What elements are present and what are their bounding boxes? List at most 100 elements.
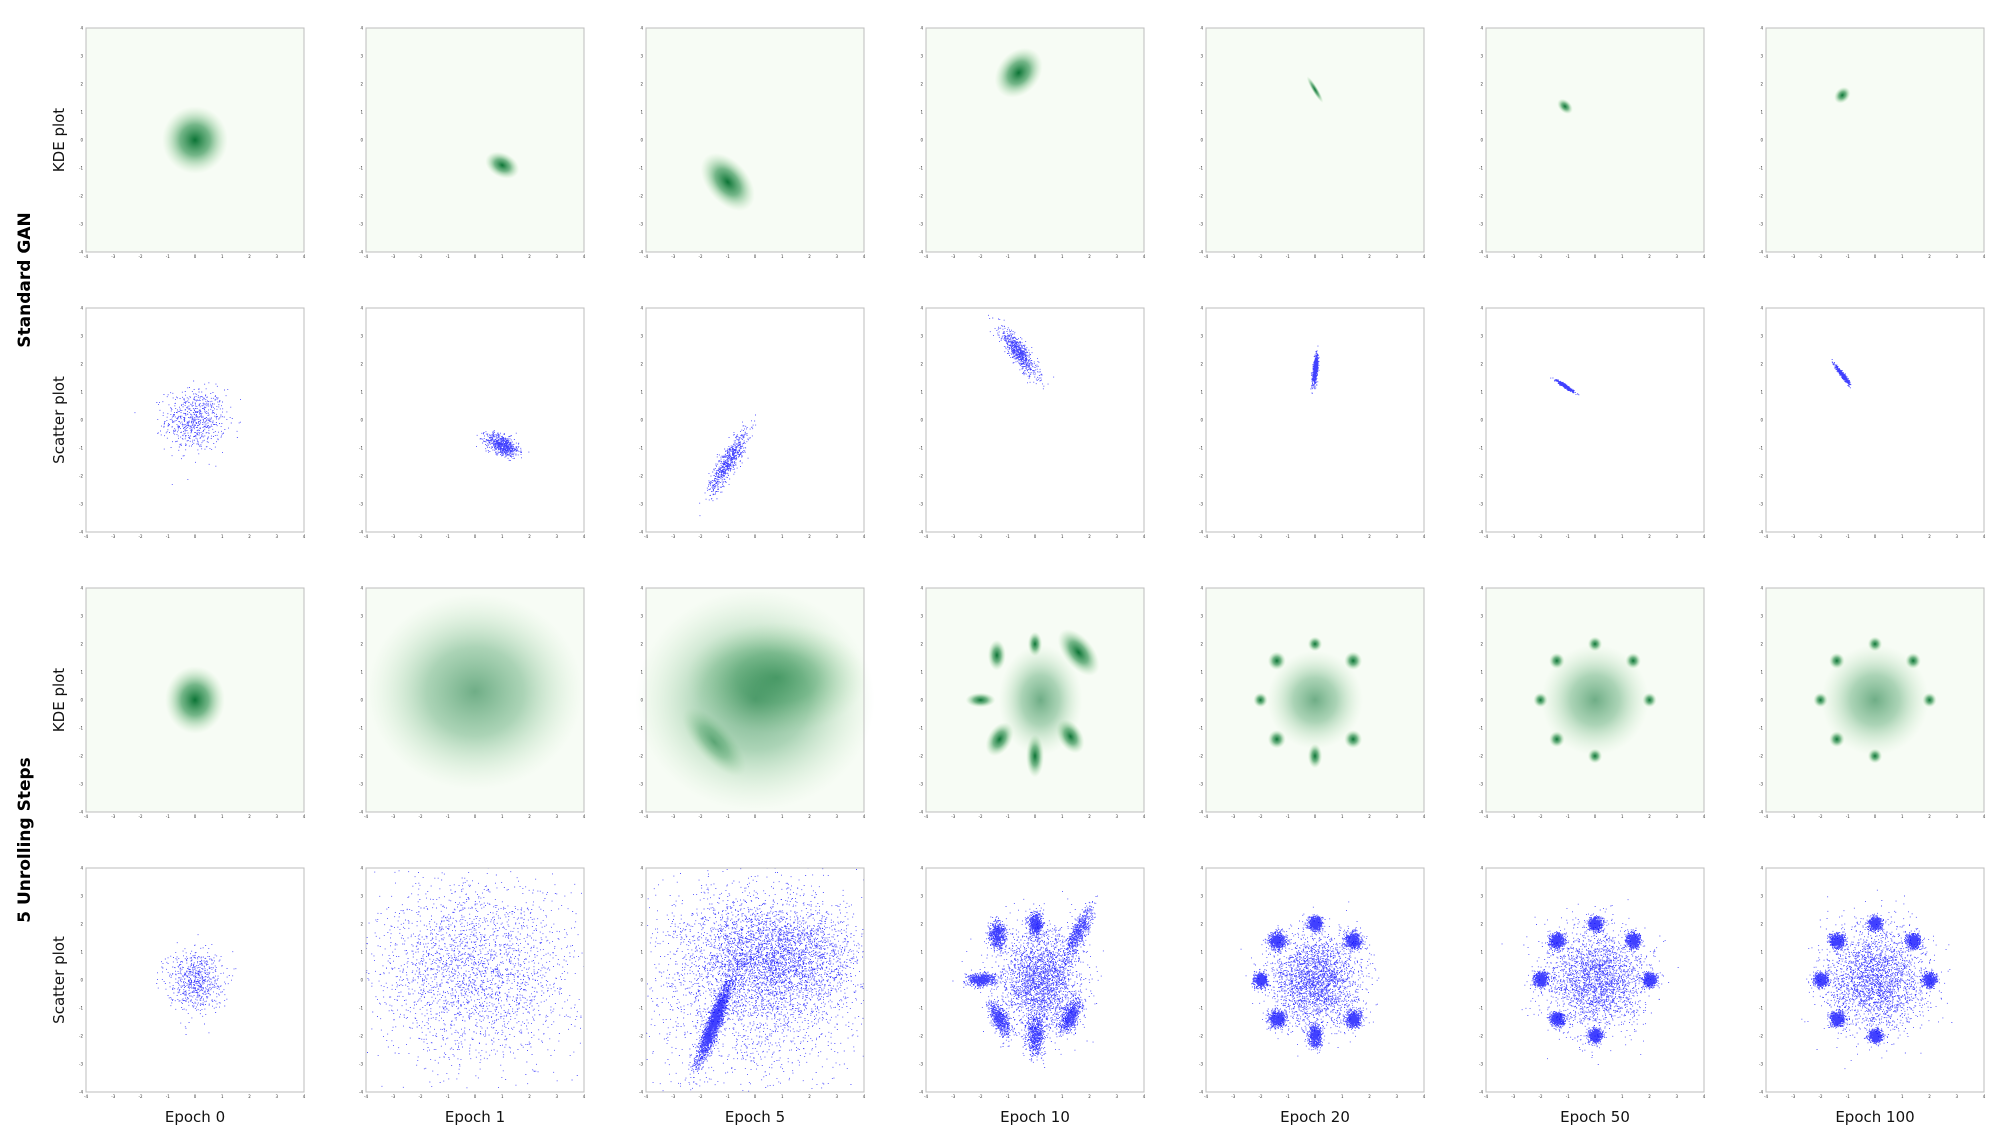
- x-tick-label: -1: [446, 534, 450, 539]
- x-tick-label: -2: [1539, 814, 1543, 819]
- y-tick-label: 0: [360, 138, 363, 143]
- column-label: Epoch 10: [1000, 1108, 1070, 1126]
- x-tick-label: 4: [303, 534, 306, 539]
- x-tick-label: -3: [951, 1094, 955, 1099]
- y-tick-label: 1: [80, 670, 83, 675]
- x-tick-label: 0: [194, 814, 197, 819]
- kde-density-mode: [1541, 644, 1649, 756]
- x-tick-label: 4: [1983, 1094, 1986, 1099]
- panel-frame: [1765, 867, 1985, 1093]
- y-tick-label: 1: [1760, 670, 1763, 675]
- y-tick-label: 3: [360, 54, 363, 59]
- scatter-mode-points: [1827, 1005, 1850, 1034]
- x-tick-label: -1: [1006, 1094, 1010, 1099]
- column-label: Epoch 0: [165, 1108, 225, 1126]
- x-tick-label: -2: [1819, 814, 1823, 819]
- y-tick-label: 0: [640, 418, 643, 423]
- scatter-mode-points: [1808, 970, 1832, 991]
- x-tick-label: -2: [419, 814, 423, 819]
- y-tick-label: 4: [920, 306, 923, 311]
- kde-panel-standard_gan-epoch-20: -4-4 -3 -3 -2 -2 -1 -1 0 0 1 1 2 2 3 3 4 4: [1199, 26, 1426, 260]
- kde-density-mode: [635, 589, 875, 811]
- y-tick-label: -4: [79, 250, 83, 255]
- scatter-panel-unrolled_5-epoch-5: -4-4 -3 -3 -2 -2 -1 -1 0 0 1 1 2 2 3 3 4 4: [639, 866, 866, 1100]
- y-tick-label: 4: [1200, 866, 1203, 871]
- scatter-panel-standard_gan-epoch-20: -4-4 -3 -3 -2 -2 -1 -1 0 0 1 1 2 2 3 3 4 4: [1199, 306, 1426, 540]
- panel-frame: [85, 27, 305, 253]
- x-tick-label: -3: [671, 814, 675, 819]
- x-tick-label: 4: [863, 814, 866, 819]
- scatter-mode-points: [1303, 1020, 1330, 1054]
- x-tick-label: -2: [699, 1094, 703, 1099]
- scatter-mode-points: [1862, 912, 1887, 933]
- x-tick-label: 1: [501, 254, 504, 259]
- x-tick-label: -1: [446, 1094, 450, 1099]
- x-tick-label: -3: [1511, 534, 1515, 539]
- x-tick-label: -1: [1286, 254, 1290, 259]
- y-tick-label: -3: [1759, 782, 1763, 787]
- panel-grid: -4 -4 -3 -3 -2 -2 -1 -1 0 0 1 1 2 2 3 3 4 4 -4 -4 -3 -3 -2 -2 -1…: [79, 26, 1986, 1100]
- scatter-points: [988, 314, 1055, 390]
- y-tick-label: -3: [1479, 502, 1483, 507]
- x-tick-label: -1: [166, 814, 170, 819]
- x-tick-label: 1: [1621, 254, 1624, 259]
- kde-background: [646, 28, 864, 252]
- scatter-mode-points: [1530, 966, 1553, 992]
- x-tick-label: -2: [1539, 254, 1543, 259]
- panel-frame: [85, 307, 305, 533]
- x-tick-label: -4: [1764, 1094, 1768, 1099]
- scatter-panel-standard_gan-epoch-50: -4-4 -3 -3 -2 -2 -1 -1 0 0 1 1 2 2 3 3 4 4: [1479, 306, 1706, 540]
- y-tick-label: 4: [1480, 306, 1483, 311]
- y-tick-label: -3: [1479, 782, 1483, 787]
- y-tick-label: 0: [920, 418, 923, 423]
- x-tick-label: 1: [1341, 534, 1344, 539]
- y-tick-label: -1: [1199, 1006, 1203, 1011]
- x-tick-label: -4: [1204, 534, 1208, 539]
- y-tick-label: 0: [640, 138, 643, 143]
- y-tick-label: 1: [640, 950, 643, 955]
- y-tick-label: -4: [639, 530, 643, 535]
- y-tick-label: -2: [919, 1034, 923, 1039]
- y-tick-label: -4: [639, 250, 643, 255]
- scatter-mode-points: [1864, 1024, 1888, 1048]
- kde-panel-standard_gan-epoch-100: -4-4 -3 -3 -2 -2 -1 -1 0 0 1 1 2 2 3 3 4 4: [1759, 26, 1986, 260]
- x-tick-label: -1: [166, 534, 170, 539]
- scatter-mode-points: [1022, 1006, 1051, 1065]
- x-tick-label: 0: [474, 534, 477, 539]
- x-tick-label: 4: [1423, 254, 1426, 259]
- y-tick-label: -2: [639, 194, 643, 199]
- x-tick-label: 1: [781, 1094, 784, 1099]
- y-tick-label: 1: [1760, 110, 1763, 115]
- y-tick-label: 1: [360, 110, 363, 115]
- y-tick-label: -2: [919, 474, 923, 479]
- x-tick-label: 0: [1874, 814, 1877, 819]
- x-tick-label: 1: [781, 814, 784, 819]
- kde-panel-unrolled_5-epoch-0: -4-4 -3 -3 -2 -2 -1 -1 0 0 1 1 2 2 3 3 4 4: [79, 586, 306, 820]
- y-tick-label: 3: [640, 334, 643, 339]
- scatter-mode-points: [1801, 889, 1953, 1070]
- x-tick-label: 2: [1088, 254, 1091, 259]
- x-tick-label: 3: [835, 814, 838, 819]
- y-tick-label: 3: [1200, 614, 1203, 619]
- x-tick-label: -3: [951, 534, 955, 539]
- x-tick-label: -3: [671, 1094, 675, 1099]
- y-tick-label: -2: [639, 754, 643, 759]
- x-tick-label: -1: [446, 814, 450, 819]
- x-tick-label: -4: [924, 534, 928, 539]
- panel-frame: [1205, 867, 1425, 1093]
- y-tick-label: -3: [1759, 222, 1763, 227]
- scatter-mode-points: [1302, 914, 1331, 936]
- panel-frame: [1485, 27, 1705, 253]
- x-tick-label: -3: [1791, 254, 1795, 259]
- y-tick-label: -2: [639, 1034, 643, 1039]
- panel-frame: [645, 27, 865, 253]
- y-tick-label: 4: [360, 866, 363, 871]
- x-tick-label: 4: [1423, 534, 1426, 539]
- x-tick-label: 2: [1928, 814, 1931, 819]
- x-tick-label: 3: [275, 1094, 278, 1099]
- x-tick-label: -3: [1791, 814, 1795, 819]
- y-tick-label: -1: [1199, 166, 1203, 171]
- y-tick-label: -2: [1759, 474, 1763, 479]
- x-tick-label: 0: [1594, 814, 1597, 819]
- x-tick-label: 3: [1395, 254, 1398, 259]
